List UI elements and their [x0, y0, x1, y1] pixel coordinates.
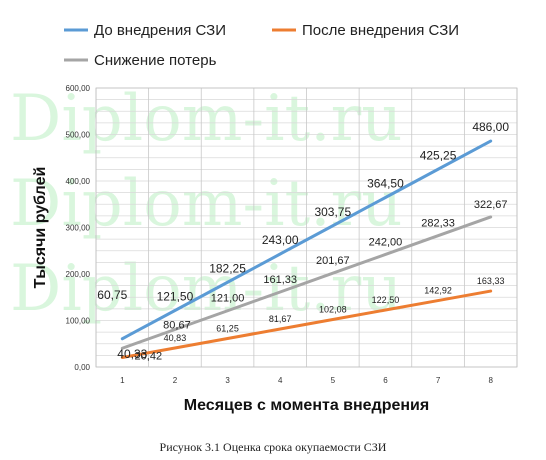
data-label: 121,00 — [211, 293, 245, 305]
y-axis-title: Тысячи рублей — [32, 167, 49, 289]
data-label: 182,25 — [209, 261, 246, 275]
data-label: 81,67 — [269, 314, 292, 324]
data-label: 161,33 — [263, 274, 297, 286]
data-label: 40,33 — [117, 347, 147, 361]
data-label: 201,67 — [316, 255, 350, 267]
series-line — [120, 289, 493, 360]
x-tick-label: 5 — [331, 376, 336, 385]
data-label: 40,83 — [164, 333, 187, 343]
data-label: 20,42 — [135, 351, 163, 363]
y-tick-label: 0,00 — [74, 363, 90, 372]
x-tick-label: 3 — [225, 376, 230, 385]
x-tick-label: 6 — [383, 376, 388, 385]
watermark-text: Diplom-it.ru — [10, 82, 402, 156]
axes: 0,00 100,00 200,00 300,00 400,00 500,00 600,00… — [66, 84, 518, 385]
x-tick-label: 4 — [278, 376, 283, 385]
x-axis-title: Месяцев с момента внедрения — [184, 397, 429, 414]
series-line — [120, 139, 493, 341]
data-label: 61,25 — [216, 324, 239, 334]
y-tick-label: 400,00 — [66, 177, 91, 186]
data-label: 243,00 — [262, 233, 299, 247]
data-label: 322,67 — [474, 199, 508, 211]
y-tick-label: 300,00 — [66, 224, 91, 233]
data-label: 486,00 — [472, 120, 509, 134]
legend-label: Снижение потерь — [94, 52, 217, 69]
y-tick-label: 200,00 — [66, 270, 91, 279]
y-tick-label: 600,00 — [66, 84, 91, 93]
figure-caption: Рисунок 3.1 Оценка срока окупаемости СЗИ — [159, 440, 387, 454]
data-label: 242,00 — [369, 236, 403, 248]
data-label: 425,25 — [420, 148, 457, 162]
data-labels: 60,75 121,50 182,25 243,00 303,75 364,50 425,2… — [97, 120, 509, 362]
legend-label: После внедрения СЗИ — [302, 22, 459, 39]
x-tick-label: 2 — [173, 376, 178, 385]
x-tick-label: 7 — [436, 376, 441, 385]
y-tick-label: 100,00 — [66, 317, 91, 326]
data-label: 121,50 — [157, 290, 194, 304]
series-layer — [120, 139, 493, 360]
plot-frame — [95, 87, 518, 368]
legend-label: До внедрения СЗИ — [94, 22, 226, 39]
watermark-text: Diplom-it.ru — [10, 252, 402, 326]
x-tick-label: 8 — [488, 376, 493, 385]
series-line — [120, 215, 493, 350]
data-label: 303,75 — [314, 205, 351, 219]
data-label: 102,08 — [319, 305, 347, 315]
data-label: 60,75 — [97, 288, 127, 302]
data-label: 364,50 — [367, 177, 404, 191]
chart: Diplom-it.ru Diplom-it.ru Diplom-it.ru Д… — [10, 22, 518, 414]
data-label: 122,50 — [372, 295, 400, 305]
x-tick-label: 1 — [120, 376, 125, 385]
data-label: 163,33 — [477, 276, 505, 286]
data-label: 142,92 — [424, 286, 452, 296]
data-label: 80,67 — [163, 319, 191, 331]
legend: До внедрения СЗИ После внедрения СЗИ Сниже… — [64, 22, 459, 69]
y-tick-label: 500,00 — [66, 131, 91, 140]
data-label: 282,33 — [421, 218, 455, 230]
